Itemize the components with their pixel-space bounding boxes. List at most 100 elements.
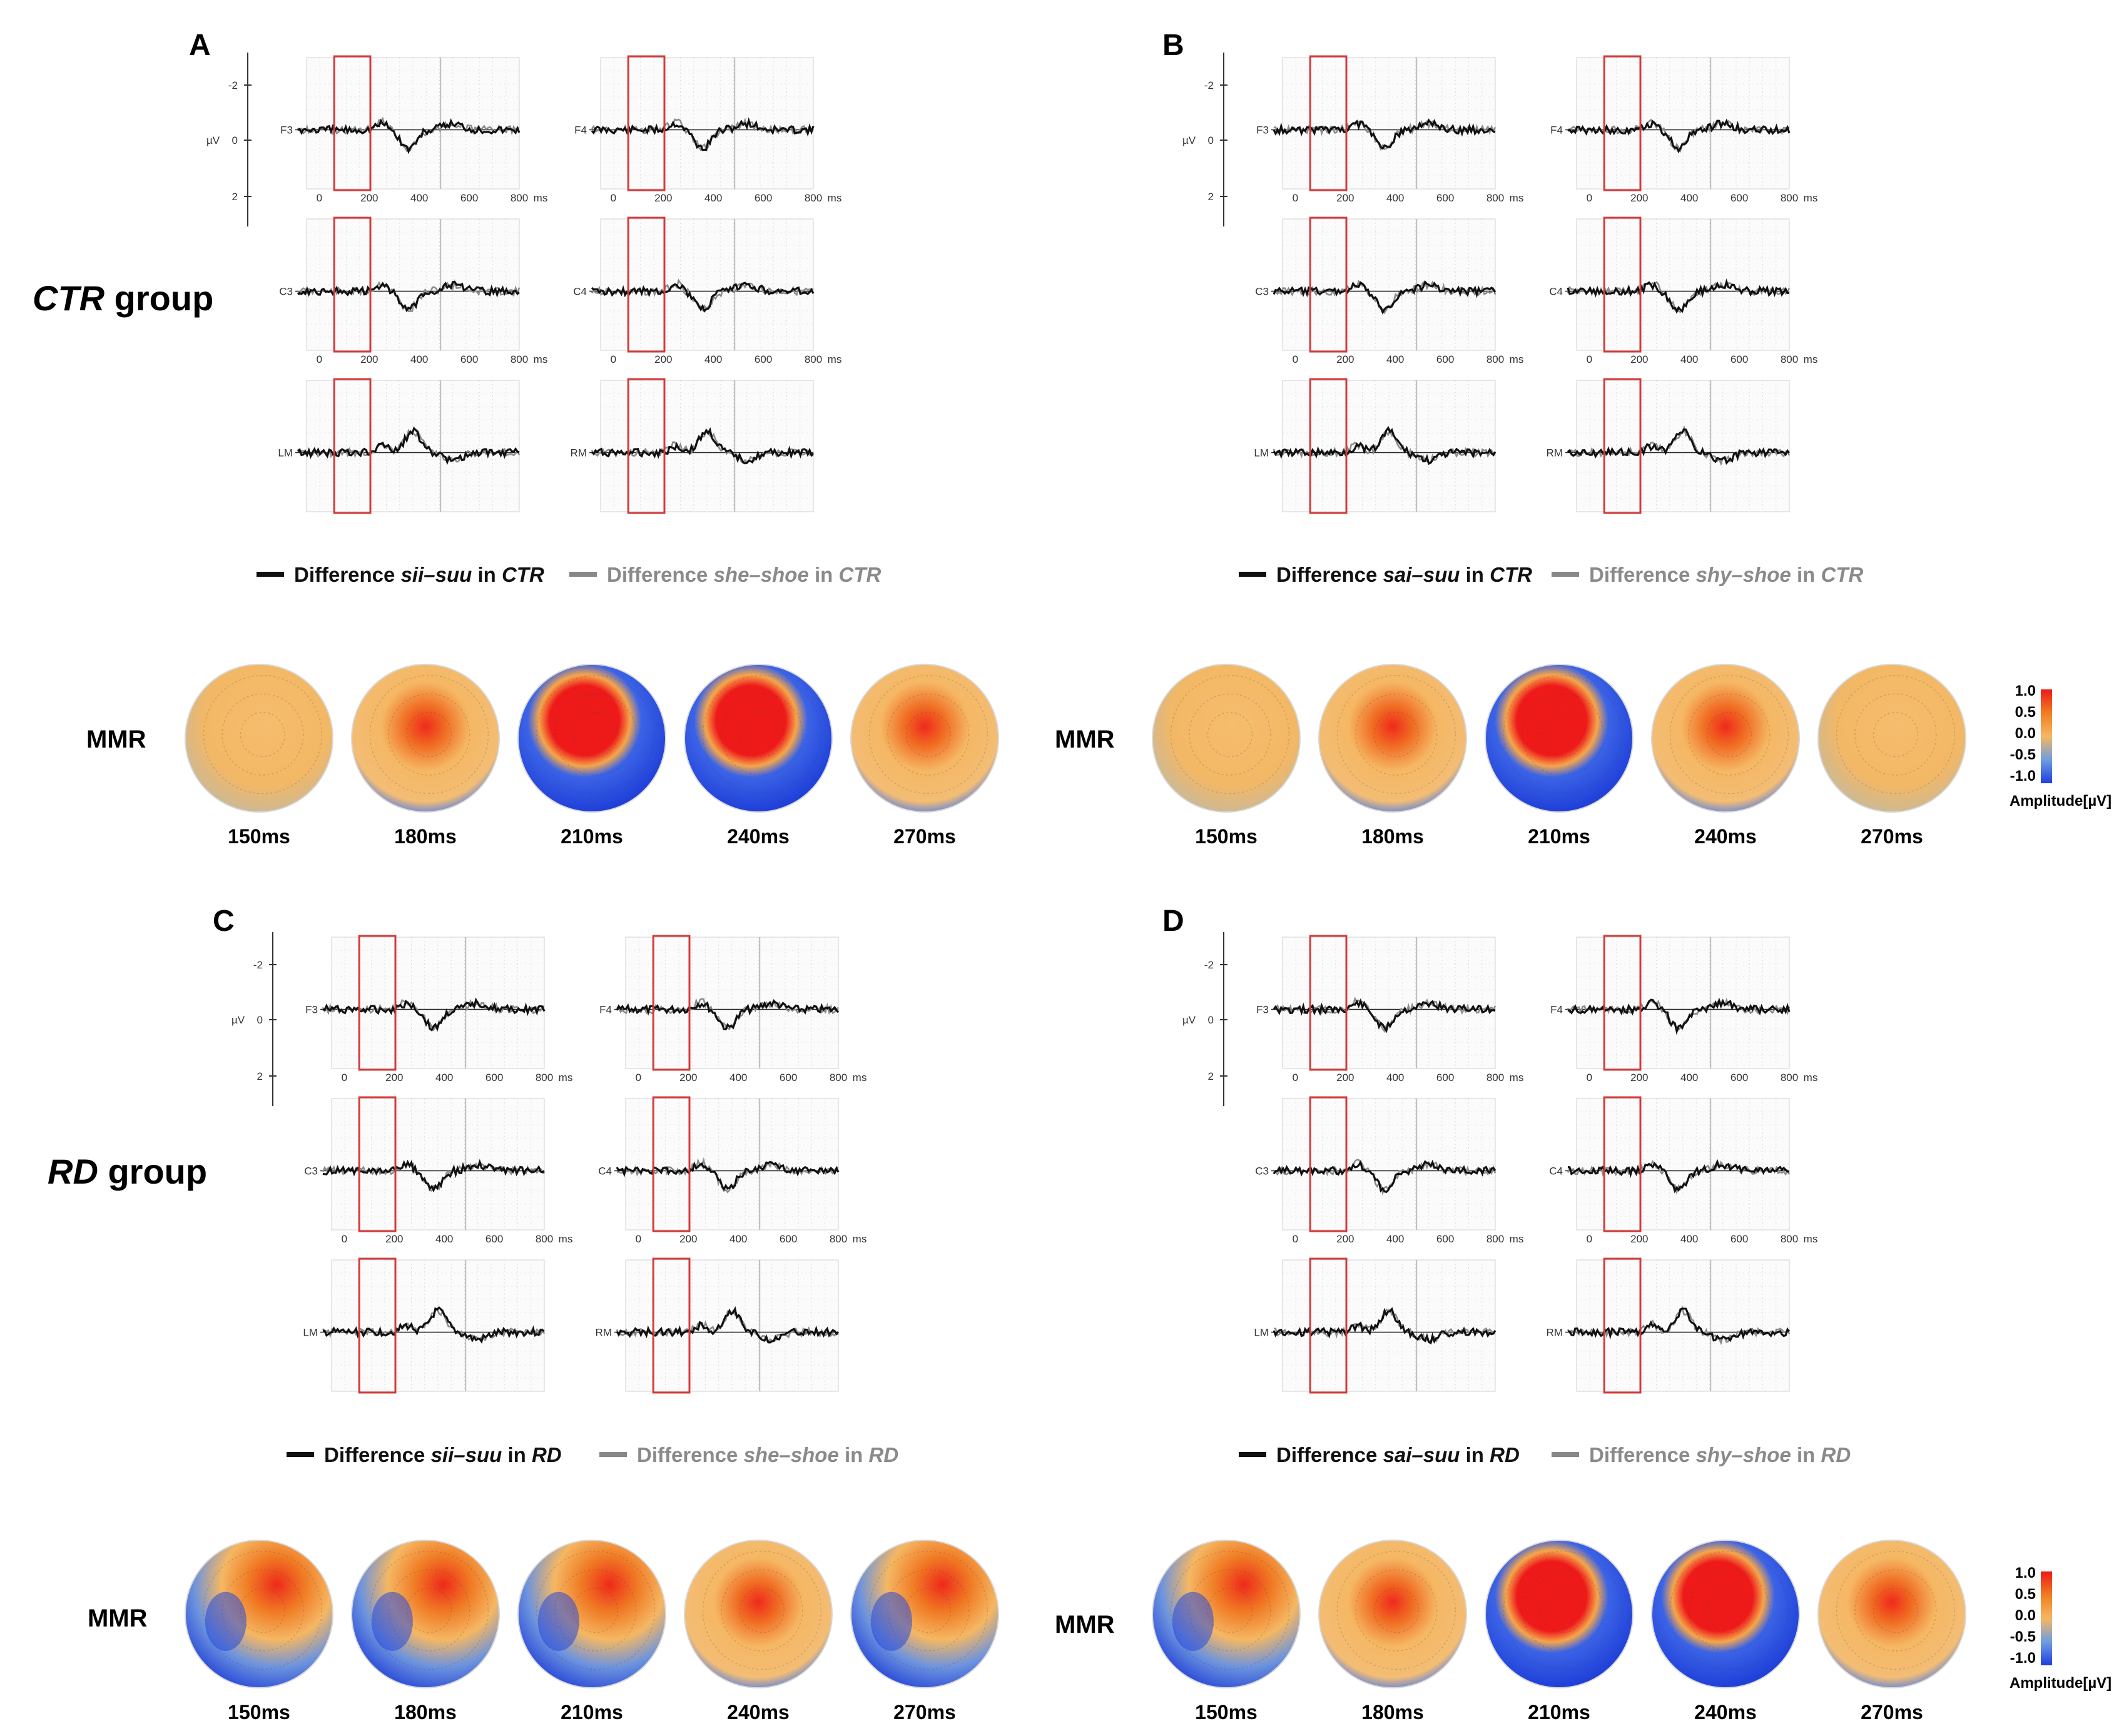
erp-subplot: RM [571, 378, 815, 514]
topomap [850, 1540, 999, 1688]
topomap [1817, 1540, 1966, 1688]
topomap-time-label: 270ms [893, 1701, 956, 1723]
y-tick-label: -2 [228, 79, 238, 91]
panel-c: C -2 0 2 µV F3 0 200 400 600 800 ms F4 0 200 400 600 800… [88, 905, 999, 1723]
analysis-window [1309, 1096, 1348, 1232]
topomap-time-label: 150ms [1195, 1701, 1258, 1723]
channel-label: RM [1547, 447, 1563, 459]
topomap-time-label: 180ms [394, 1701, 457, 1723]
x-tick-label: 0 [1587, 1072, 1592, 1084]
x-tick-label: 200 [654, 353, 672, 365]
x-tick-label: 0 [636, 1072, 641, 1084]
topomap-disc [351, 664, 500, 813]
x-tick-label: 200 [654, 192, 672, 204]
topomap-row-d: 150ms 180ms 210ms 240ms 270ms [1152, 1540, 1966, 1723]
erp-subplot: RM [596, 1257, 840, 1394]
x-tick-label: 600 [460, 192, 478, 204]
topomap-disc [1318, 664, 1467, 813]
x-tick-label: 0 [611, 192, 616, 204]
analysis-window [1603, 935, 1642, 1071]
x-tick-label: 400 [1680, 192, 1698, 204]
erp-subplot: F4 0 200 400 600 800 ms [599, 935, 866, 1084]
colorbar-tick-label: -1.0 [2010, 768, 2036, 784]
legend-label-gray: Difference shy–shoe in CTR [1589, 563, 1863, 586]
x-tick-label: 400 [410, 353, 428, 365]
x-tick-label: 0 [1587, 192, 1592, 204]
channel-label: C4 [598, 1165, 612, 1177]
x-tick-label: 400 [435, 1233, 453, 1245]
erp-subplot: C4 0 200 400 600 800 ms [573, 216, 842, 365]
topomap-disc [1651, 664, 1800, 813]
topomap [1318, 1540, 1467, 1688]
y-tick-label: 2 [1208, 1070, 1214, 1082]
panel-letter-a: A [189, 29, 211, 62]
x-tick-label: 600 [1730, 192, 1748, 204]
x-unit-label: ms [534, 192, 548, 204]
analysis-window [1603, 55, 1642, 191]
x-unit-label: ms [1510, 353, 1524, 365]
colorbar-title: Amplitude[µV] [2010, 793, 2111, 810]
topomap [1651, 1540, 1800, 1688]
channel-label: C3 [1255, 286, 1269, 298]
erp-subplot: C3 0 200 400 600 800 ms [304, 1096, 573, 1245]
analysis-window [1309, 216, 1348, 353]
x-unit-label: ms [1510, 1072, 1524, 1084]
x-tick-label: 0 [317, 192, 322, 204]
x-tick-label: 0 [1293, 1072, 1298, 1084]
topomap-disc [1817, 664, 1966, 813]
erp-subplot: C3 0 200 400 600 800 ms [279, 216, 547, 365]
channel-label: F4 [574, 124, 587, 136]
topomap [1651, 664, 1800, 813]
erp-subplot: F4 0 200 400 600 800 ms [574, 55, 842, 204]
group-label-ctr: CTR group [33, 278, 213, 318]
topomap-disc [1651, 1540, 1800, 1688]
erp-subplot: C4 0 200 400 600 800 ms [1549, 216, 1817, 365]
topomap-disc [1152, 1540, 1301, 1688]
legend-label-gray: Difference she–shoe in RD [637, 1443, 898, 1466]
erp-subplot: F4 0 200 400 600 800 ms [1550, 935, 1817, 1084]
channel-label: C3 [304, 1165, 318, 1177]
x-tick-label: 200 [1630, 353, 1648, 365]
x-tick-label: 200 [679, 1233, 697, 1245]
erp-subplot: LM [278, 378, 521, 514]
analysis-window [333, 55, 372, 191]
x-tick-label: 800 [830, 1072, 847, 1084]
topomap-disc [517, 664, 666, 813]
topomap-row-b: 150ms 180ms 210ms 240ms 270ms [1152, 664, 1966, 848]
panel-letter-b: B [1162, 29, 1184, 62]
topomap-disc [185, 664, 333, 813]
topomap-disc [1817, 1540, 1966, 1688]
colorbar-tick-label: -0.5 [2010, 1628, 2036, 1645]
topomap-disc [850, 664, 999, 813]
x-tick-label: 800 [511, 192, 528, 204]
x-unit-label: ms [828, 192, 842, 204]
x-tick-label: 800 [1486, 192, 1504, 204]
topomap [351, 1540, 500, 1688]
channel-label: F3 [1256, 1004, 1269, 1016]
erp-subplot: F4 0 200 400 600 800 ms [1550, 55, 1817, 204]
x-tick-label: 800 [511, 353, 528, 365]
x-tick-label: 400 [704, 353, 722, 365]
topomap-disc [1318, 1540, 1467, 1688]
x-tick-label: 200 [1630, 1233, 1648, 1245]
x-tick-label: 800 [536, 1233, 553, 1245]
channel-label: LM [1254, 1327, 1269, 1339]
topomap-time-label: 210ms [1528, 825, 1590, 848]
x-tick-label: 400 [704, 192, 722, 204]
channel-label: LM [303, 1327, 318, 1339]
topomap-disc [850, 1540, 999, 1688]
x-unit-label: ms [828, 353, 842, 365]
erp-subplot: LM [303, 1257, 546, 1394]
x-tick-label: 600 [485, 1233, 503, 1245]
x-tick-label: 800 [1781, 192, 1798, 204]
x-tick-label: 400 [435, 1072, 453, 1084]
erp-subplot: C4 0 200 400 600 800 ms [598, 1096, 866, 1245]
mmr-label-a: MMR [86, 726, 146, 753]
analysis-window [358, 1257, 397, 1394]
topomap [1485, 664, 1634, 813]
x-unit-label: ms [559, 1233, 573, 1245]
topomap [1152, 664, 1301, 813]
topomap-time-label: 210ms [561, 825, 623, 848]
x-tick-label: 200 [1630, 192, 1648, 204]
